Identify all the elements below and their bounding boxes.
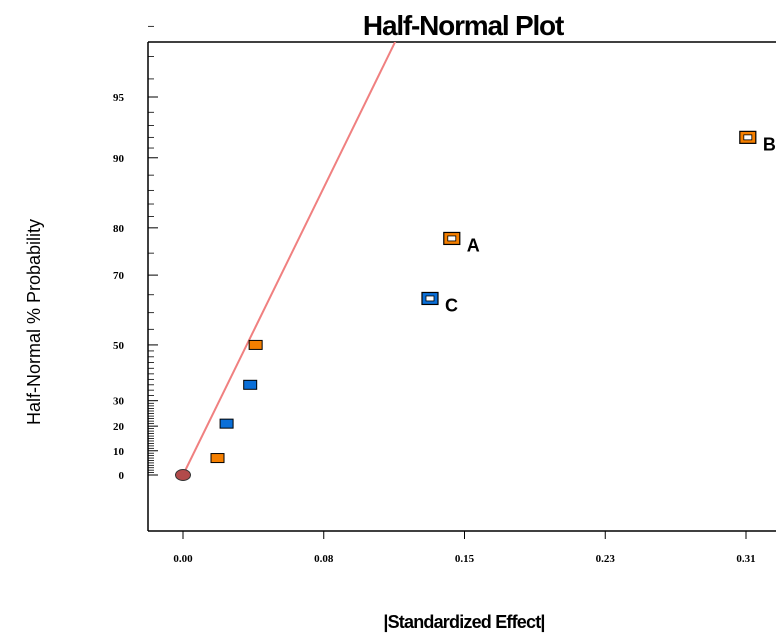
y-tick-label: 50 xyxy=(113,340,125,352)
effect-label: B xyxy=(763,134,776,154)
y-tick-label: 10 xyxy=(113,446,125,458)
y-tick-label: 90 xyxy=(113,153,125,165)
effect-point xyxy=(219,418,234,429)
reference-line xyxy=(182,42,397,476)
plot-area: 0 10 20 30 50 70 80 90 95 0.00 0.08 0.15 0.23 0.31 C A B xyxy=(113,25,776,565)
significant-effect-point-inner xyxy=(447,235,457,242)
effect-label: C xyxy=(445,295,458,315)
effect-point xyxy=(210,453,225,464)
origin-point xyxy=(175,468,191,481)
x-tick-label: 0.15 xyxy=(455,553,475,565)
x-tick-label: 0.23 xyxy=(596,553,616,565)
chart-title: Half-Normal Plot xyxy=(363,10,564,41)
y-tick-label: 70 xyxy=(113,270,125,282)
x-tick-label: 0.00 xyxy=(173,553,193,565)
x-axis-label: |Standardized Effect| xyxy=(383,612,544,632)
y-tick-label: 30 xyxy=(113,396,125,408)
effect-point xyxy=(248,339,263,350)
effect-point xyxy=(243,379,258,390)
x-tick-label: 0.31 xyxy=(736,553,755,565)
y-tick-label: 95 xyxy=(113,92,125,104)
y-tick-label: 80 xyxy=(113,223,125,235)
significant-effect-point-inner xyxy=(425,295,435,302)
significant-effect-point-inner xyxy=(743,134,753,141)
y-tick-label: 0 xyxy=(119,470,125,482)
y-axis-label: Half-Normal % Probability xyxy=(24,219,44,425)
x-tick-label: 0.08 xyxy=(314,553,334,565)
y-tick-label: 20 xyxy=(113,421,125,433)
effect-label: A xyxy=(467,235,480,255)
